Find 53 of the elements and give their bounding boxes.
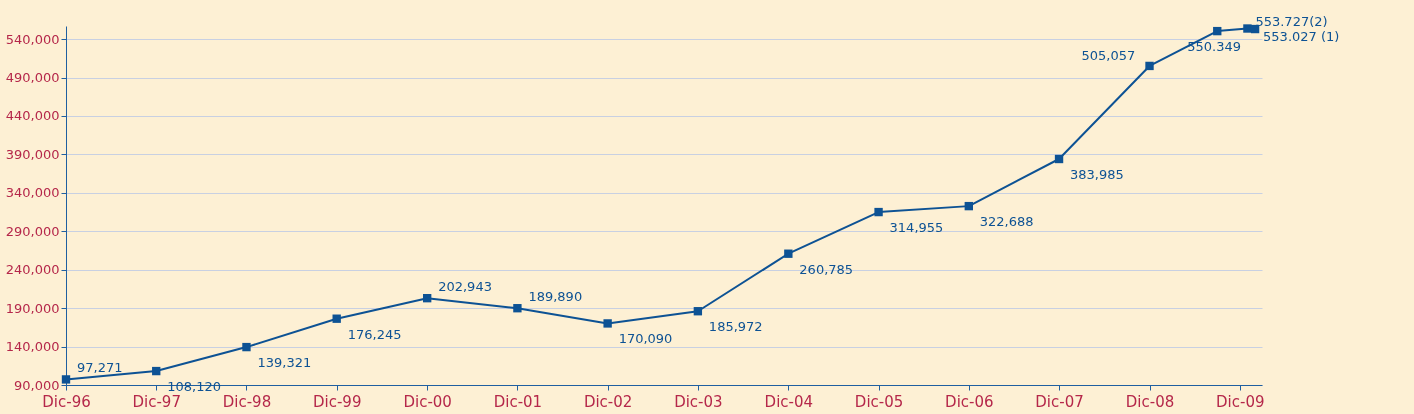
data-label: 260,785	[799, 261, 854, 277]
point	[152, 366, 161, 376]
point	[422, 293, 432, 303]
y-tick-label: 490,000	[5, 70, 60, 86]
data-label: 139,321	[257, 355, 312, 371]
point	[1054, 154, 1064, 164]
point	[1243, 24, 1252, 33]
point	[1145, 61, 1154, 71]
x-tick-label: Dic-06	[945, 392, 994, 411]
annotation: 553.727(2)	[1255, 13, 1328, 29]
y-tick-label: 390,000	[5, 146, 60, 162]
x-tick-label: Dic-97	[132, 392, 181, 411]
x-tick-label: Dic-00	[403, 392, 452, 411]
data-label: 185,972	[708, 319, 763, 335]
y-tick-label: 240,000	[5, 262, 60, 278]
x-tick-label: Dic-99	[312, 392, 362, 411]
point	[513, 304, 522, 313]
point	[603, 319, 612, 328]
x-tick-label: Dic-98	[222, 392, 272, 411]
y-tick-label: 90,000	[14, 377, 60, 393]
data-label: 383,985	[1070, 167, 1124, 182]
point	[1213, 26, 1222, 36]
point	[784, 249, 793, 258]
x-tick-label: Dic-03	[674, 392, 723, 411]
y-tick-label: 540,000	[5, 31, 60, 47]
data-label: 189,890	[528, 289, 583, 305]
y-tick-label: 190,000	[5, 300, 60, 316]
data-label: 314,955	[889, 220, 944, 236]
x-tick-label: Dic-07	[1035, 392, 1084, 411]
x-tick-label: Dic-02	[583, 392, 633, 411]
data-label: 176,245	[347, 326, 402, 342]
point	[242, 342, 251, 352]
y-tick-label: 440,000	[5, 108, 60, 124]
data-label: 170,090	[618, 331, 673, 347]
annotation: 553.027 (1)	[1263, 29, 1340, 45]
point	[964, 201, 973, 211]
point	[693, 307, 703, 316]
data-label: 202,943	[438, 279, 492, 295]
point	[874, 207, 883, 217]
x-tick-label: Dic-96	[42, 392, 91, 411]
y-tick-label: 340,000	[5, 185, 60, 201]
point	[332, 314, 341, 323]
y-tick-label: 290,000	[5, 223, 60, 239]
x-tick-label: Dic-01	[493, 392, 543, 411]
x-tick-label: Dic-04	[764, 392, 814, 411]
data-label: 97,271	[77, 360, 123, 376]
x-tick-label: Dic-05	[854, 392, 904, 411]
x-tick-label: Dic-09	[1216, 392, 1265, 411]
y-tick-label: 140,000	[5, 339, 60, 355]
x-tick-label: Dic-08	[1125, 392, 1175, 411]
data-label: 505,057	[1081, 47, 1136, 63]
annotation: 550.349	[1187, 39, 1242, 55]
data-label: 322,688	[979, 214, 1034, 230]
